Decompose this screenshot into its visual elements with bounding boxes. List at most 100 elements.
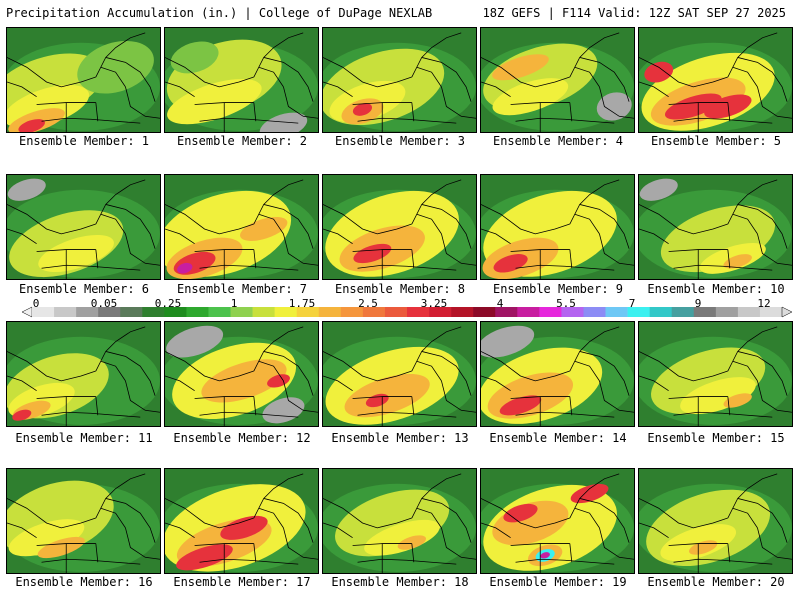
border-line: [515, 558, 615, 565]
border-line: [639, 57, 728, 88]
border-line: [7, 204, 96, 235]
precip-contour: [503, 503, 538, 523]
border-line: [7, 351, 96, 382]
border-line: [258, 507, 284, 529]
colorbar-tick-label: 0: [32, 297, 40, 310]
border-line: [639, 498, 728, 529]
border-line: [125, 233, 160, 266]
border-line: [757, 86, 792, 119]
colorbar-swatch: [627, 307, 650, 317]
border-line: [421, 498, 472, 543]
border-line: [323, 522, 353, 539]
border-line: [639, 522, 669, 539]
border-line: [95, 543, 99, 563]
border-line: [95, 473, 146, 519]
ensemble-map-panel: [480, 321, 635, 427]
colorbar-swatch: [186, 307, 209, 317]
precip-contour: [220, 515, 268, 540]
border-line: [263, 351, 314, 396]
border-line: [727, 473, 778, 519]
colorbar-swatch: [98, 307, 121, 317]
border-line: [411, 249, 415, 269]
colorbar-swatch: [693, 307, 717, 317]
precip-contour: [492, 78, 569, 116]
border-line: [411, 179, 462, 225]
border-line: [421, 57, 472, 102]
precip-contour: [77, 40, 154, 94]
border-line: [737, 204, 788, 249]
border-line: [165, 351, 254, 382]
border-line: [416, 507, 442, 529]
colorbar-tick-label: 5.5: [556, 297, 576, 310]
precip-map: [7, 28, 160, 132]
border-line: [732, 507, 758, 529]
precip-contour: [723, 254, 752, 269]
border-line: [421, 204, 472, 249]
colorbar-tick-label: 0.25: [154, 297, 182, 310]
border-line: [258, 360, 284, 382]
border-line: [283, 527, 318, 560]
border-line: [574, 507, 600, 529]
border-line: [673, 264, 773, 271]
border-line: [579, 57, 630, 102]
ensemble-member-label: Ensemble Member: 9: [492, 282, 624, 296]
precip-contour: [481, 325, 535, 358]
border-line: [253, 473, 304, 519]
border-line: [323, 204, 412, 235]
border-line: [599, 233, 634, 266]
precip-contour: [8, 519, 85, 557]
precip-map: [639, 28, 792, 132]
colorbar-swatch: [54, 307, 77, 317]
colorbar-tick-label: 1.75: [288, 297, 316, 310]
border-line: [737, 351, 788, 396]
border-line: [411, 102, 415, 122]
colorbar-left-arrow: [22, 306, 33, 318]
precip-contour: [240, 216, 288, 241]
border-line: [41, 411, 141, 418]
ensemble-map-panel: [638, 174, 793, 280]
ensemble-member-label: Ensemble Member: 14: [489, 431, 627, 445]
border-line: [357, 411, 457, 418]
colorbar-swatch: [671, 307, 695, 317]
border-line: [639, 228, 669, 245]
map-title: Precipitation Accumulation (in.) | Colle…: [6, 6, 433, 20]
border-line: [263, 498, 314, 543]
border-line: [673, 411, 773, 418]
border-line: [481, 375, 511, 392]
border-line: [574, 213, 600, 235]
colorbar-swatch: [495, 307, 518, 317]
border-line: [253, 102, 257, 122]
colorbar-swatch: [318, 307, 342, 317]
colorbar-tick-label: 7: [628, 297, 636, 310]
precip-contour: [644, 61, 674, 83]
border-line: [416, 360, 442, 382]
border-line: [569, 326, 620, 372]
precip-contour: [639, 178, 678, 201]
border-line: [7, 57, 96, 88]
border-line: [639, 351, 728, 382]
precip-map: [481, 28, 634, 132]
ensemble-member-label: Ensemble Member: 3: [334, 134, 466, 148]
border-line: [416, 66, 442, 88]
precip-contour: [177, 262, 193, 274]
ensemble-map-panel: [6, 321, 161, 427]
ensemble-map-panel: [6, 27, 161, 133]
border-line: [105, 498, 156, 543]
border-line: [579, 351, 630, 396]
precip-contour: [38, 234, 114, 273]
border-line: [732, 66, 758, 88]
border-line: [95, 396, 99, 416]
border-line: [253, 32, 304, 78]
border-line: [579, 498, 630, 543]
border-line: [7, 81, 37, 98]
precip-contour: [664, 93, 722, 120]
colorbar-swatch: [649, 307, 673, 317]
precip-contour: [352, 103, 373, 116]
precip-contour: [167, 78, 262, 125]
colorbar-tick-label: 3.25: [420, 297, 448, 310]
border-line: [481, 498, 570, 529]
precip-contour: [723, 393, 752, 408]
colorbar-swatch: [252, 307, 275, 317]
border-line: [481, 57, 570, 88]
border-line: [100, 213, 126, 235]
